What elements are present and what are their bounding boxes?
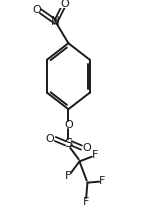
Text: O: O <box>60 0 69 9</box>
Text: F: F <box>83 197 89 207</box>
Text: S: S <box>64 137 73 150</box>
Text: O: O <box>32 5 41 15</box>
Text: O: O <box>83 143 92 152</box>
Text: O: O <box>64 120 73 130</box>
Text: O: O <box>45 134 54 144</box>
Text: F: F <box>91 150 98 160</box>
Text: N: N <box>51 15 60 29</box>
Text: F: F <box>65 171 72 181</box>
Text: F: F <box>99 175 105 186</box>
